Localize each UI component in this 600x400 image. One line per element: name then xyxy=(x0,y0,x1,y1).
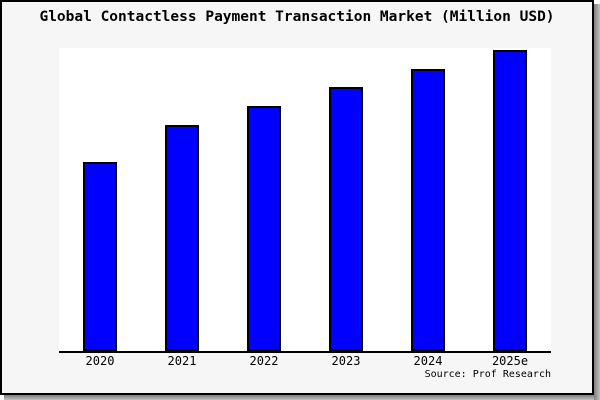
drop-shadow-bottom xyxy=(4,395,594,400)
drop-shadow-right xyxy=(594,4,600,400)
x-axis-labels: 2020 2021 2022 2023 2024 2025e xyxy=(59,354,551,368)
bar-2025e xyxy=(493,50,527,351)
x-tick-label-2023: 2023 xyxy=(331,354,361,368)
chart-title: Global Contactless Payment Transaction M… xyxy=(39,9,555,25)
bar-slot xyxy=(387,48,469,351)
bar-2020 xyxy=(83,162,117,351)
bar-slot xyxy=(305,48,387,351)
x-tick-label-2021: 2021 xyxy=(167,354,197,368)
bar-2024 xyxy=(411,69,445,351)
x-tick-label-2022: 2022 xyxy=(249,354,279,368)
source-note: Source: Prof Research xyxy=(424,369,551,380)
plot-area xyxy=(59,48,551,353)
x-tick-label-2025e: 2025e xyxy=(491,354,529,368)
x-tick-label-2020: 2020 xyxy=(85,354,115,368)
bar-slot xyxy=(469,48,551,351)
x-tick-label-2024: 2024 xyxy=(413,354,443,368)
bar-slot xyxy=(59,48,141,351)
bar-slot xyxy=(141,48,223,351)
bar-2023 xyxy=(329,87,363,351)
bar-slot xyxy=(223,48,305,351)
chart-frame: Global Contactless Payment Transaction M… xyxy=(0,0,594,395)
bar-2022 xyxy=(247,106,281,351)
bar-2021 xyxy=(165,125,199,351)
